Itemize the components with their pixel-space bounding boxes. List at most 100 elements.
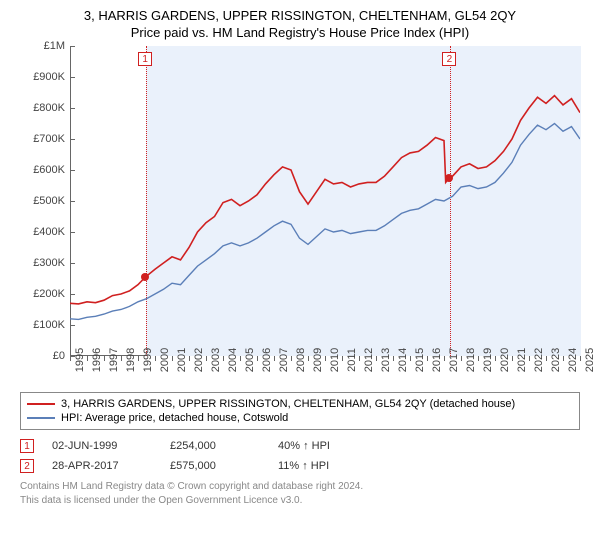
x-axis-tick [223,356,224,361]
event-diff: 40% ↑ HPI [278,440,330,452]
x-axis-label: 2009 [312,348,324,372]
x-axis-label: 2005 [244,348,256,372]
x-axis-label: 2016 [431,348,443,372]
x-axis-label: 2008 [295,348,307,372]
x-axis-tick [291,356,292,361]
event-marker-point [445,174,453,182]
legend-label: HPI: Average price, detached house, Cots… [61,412,288,424]
legend-item: 3, HARRIS GARDENS, UPPER RISSINGTON, CHE… [27,397,573,411]
x-axis-label: 2025 [584,348,596,372]
x-axis-tick [87,356,88,361]
x-axis-tick [121,356,122,361]
x-axis-label: 1998 [125,348,137,372]
events-table: 102-JUN-1999£254,00040% ↑ HPI228-APR-201… [20,436,580,476]
event-marker-label: 2 [442,52,456,66]
x-axis-label: 2012 [363,348,375,372]
event-row: 102-JUN-1999£254,00040% ↑ HPI [20,436,580,456]
y-axis-label: £300K [33,257,65,269]
y-axis-tick [70,263,75,264]
legend-item: HPI: Average price, detached house, Cots… [27,411,573,425]
y-axis-label: £100K [33,319,65,331]
event-diff: 11% ↑ HPI [278,460,329,472]
x-axis-label: 2013 [380,348,392,372]
chart-subtitle: Price paid vs. HM Land Registry's House … [10,25,590,40]
y-axis-label: £900K [33,71,65,83]
x-axis-label: 2014 [397,348,409,372]
y-axis-label: £500K [33,195,65,207]
x-axis-tick [580,356,581,361]
event-number: 2 [20,459,34,473]
y-axis-tick [70,46,75,47]
x-axis-tick [189,356,190,361]
y-axis-tick [70,170,75,171]
event-row: 228-APR-2017£575,00011% ↑ HPI [20,456,580,476]
x-axis-tick [427,356,428,361]
y-axis-tick [70,77,75,78]
x-axis-tick [359,356,360,361]
legend-swatch [27,403,55,405]
footer-line-2: This data is licensed under the Open Gov… [20,494,580,508]
x-axis-tick [155,356,156,361]
chart-lines [70,46,580,356]
y-axis-label: £200K [33,288,65,300]
event-date: 02-JUN-1999 [52,440,152,452]
x-axis-tick [478,356,479,361]
x-axis-tick [274,356,275,361]
x-axis-label: 2024 [567,348,579,372]
y-axis-tick [70,232,75,233]
x-axis-tick [308,356,309,361]
x-axis-label: 2006 [261,348,273,372]
x-axis-tick [410,356,411,361]
x-axis-tick [172,356,173,361]
y-axis-label: £600K [33,164,65,176]
x-axis-tick [240,356,241,361]
footer-line-1: Contains HM Land Registry data © Crown c… [20,480,580,494]
x-axis-label: 1999 [142,348,154,372]
x-axis-label: 2017 [448,348,460,372]
x-axis-tick [325,356,326,361]
x-axis-tick [138,356,139,361]
series-line-hpi [70,124,580,320]
x-axis-label: 2001 [176,348,188,372]
legend-box: 3, HARRIS GARDENS, UPPER RISSINGTON, CHE… [20,392,580,430]
x-axis-label: 2015 [414,348,426,372]
x-axis-tick [376,356,377,361]
footer-text: Contains HM Land Registry data © Crown c… [20,480,580,507]
event-marker-point [141,273,149,281]
x-axis-label: 2020 [499,348,511,372]
x-axis-label: 1995 [74,348,86,372]
x-axis-tick [257,356,258,361]
x-axis-label: 2022 [533,348,545,372]
x-axis-tick [206,356,207,361]
y-axis-tick [70,139,75,140]
x-axis-label: 2023 [550,348,562,372]
y-axis-tick [70,325,75,326]
x-axis-tick [495,356,496,361]
x-axis-label: 2010 [329,348,341,372]
x-axis-tick [393,356,394,361]
chart-area: £0£100K£200K£300K£400K£500K£600K£700K£80… [20,46,580,386]
x-axis-label: 2007 [278,348,290,372]
x-axis-tick [546,356,547,361]
x-axis-label: 1996 [91,348,103,372]
x-axis-tick [529,356,530,361]
legend-label: 3, HARRIS GARDENS, UPPER RISSINGTON, CHE… [61,398,515,410]
y-axis-label: £400K [33,226,65,238]
x-axis-tick [342,356,343,361]
x-axis-label: 2000 [159,348,171,372]
x-axis-label: 2018 [465,348,477,372]
y-axis-tick [70,294,75,295]
x-axis-tick [444,356,445,361]
event-price: £575,000 [170,460,260,472]
x-axis-tick [512,356,513,361]
chart-title: 3, HARRIS GARDENS, UPPER RISSINGTON, CHE… [10,8,590,23]
event-price: £254,000 [170,440,260,452]
y-axis-tick [70,201,75,202]
x-axis-tick [104,356,105,361]
x-axis-label: 2002 [193,348,205,372]
y-axis-label: £0 [53,350,65,362]
y-axis-label: £1M [44,40,65,52]
x-axis-tick [70,356,71,361]
x-axis-label: 2021 [516,348,528,372]
event-marker-label: 1 [138,52,152,66]
